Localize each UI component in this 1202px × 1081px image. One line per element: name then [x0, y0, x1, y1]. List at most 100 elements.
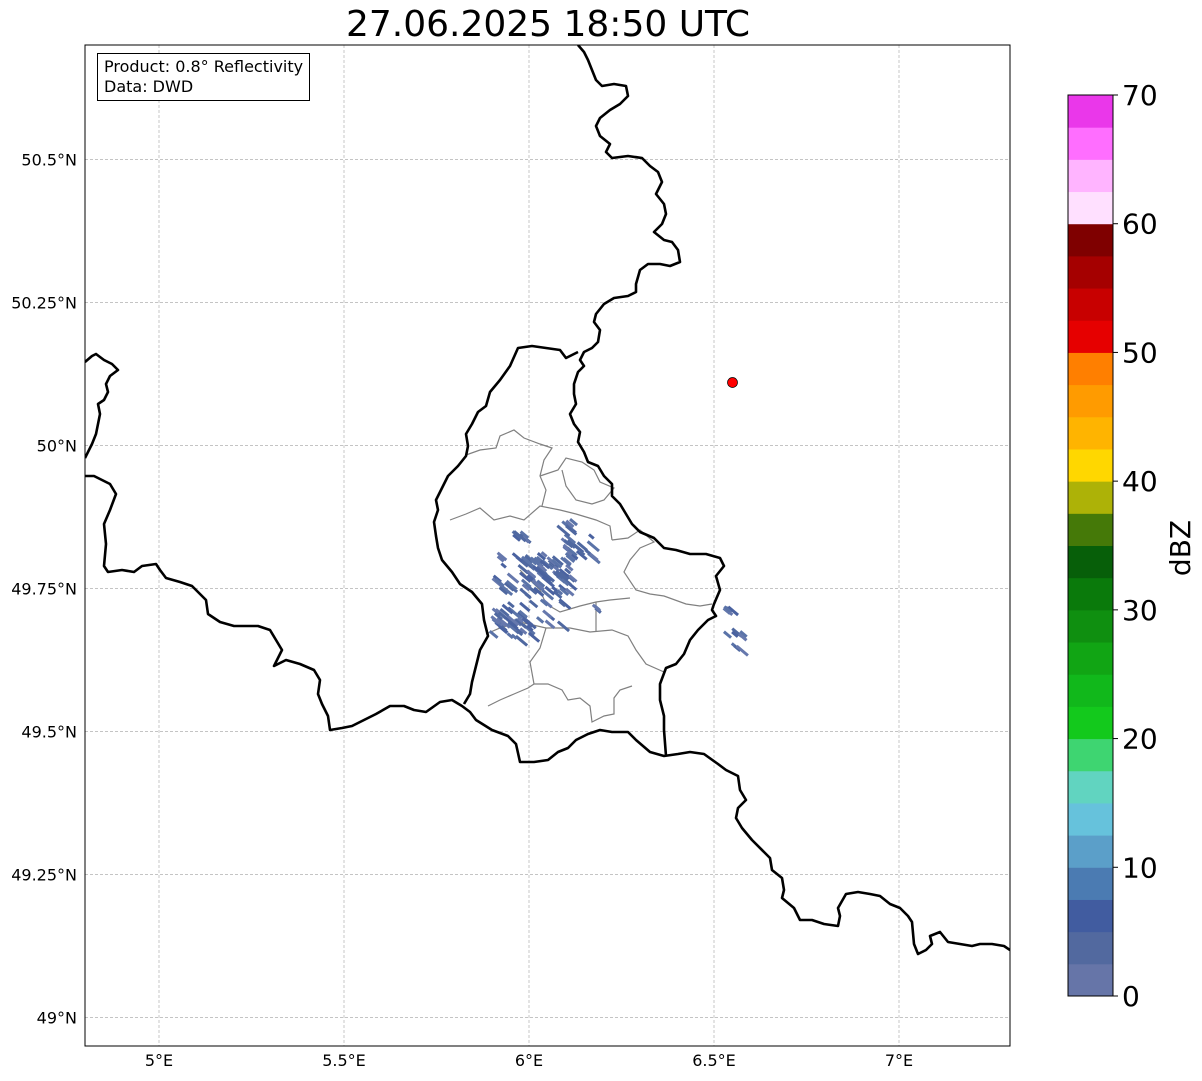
echo-pixel: [737, 632, 748, 642]
echo-pixel: [526, 574, 534, 582]
echo-pixel: [556, 589, 564, 596]
colorbar-segment: [1068, 577, 1113, 611]
echo-pixel: [498, 586, 509, 596]
echo-pixel: [556, 620, 571, 633]
echo-pixel: [501, 603, 514, 615]
colorbar-segment: [1068, 674, 1113, 707]
echo-pixel: [496, 551, 508, 562]
lat-tick-label: 49.25°N: [11, 865, 77, 884]
echo-pixel: [519, 530, 530, 540]
echo-pixel: [517, 616, 524, 624]
echo-pixel: [499, 618, 511, 629]
lat-tick-label: 49.75°N: [11, 579, 77, 598]
echo-pixel: [535, 565, 543, 572]
echo-pixel: [558, 568, 570, 578]
radar-echoes: [488, 518, 749, 657]
echo-pixel: [558, 600, 567, 608]
echo-pixel: [539, 598, 549, 607]
echo-pixel: [575, 549, 588, 561]
echo-pixel: [588, 533, 595, 540]
echo-pixel: [564, 567, 572, 575]
longitude-labels: 5°E 5.5°E 6°E 6.5°E 7°E: [145, 1051, 913, 1070]
colorbar-segment: [1068, 513, 1113, 546]
colorbar-tick-label: 70: [1122, 79, 1158, 112]
lat-tick-label: 50.25°N: [11, 293, 77, 312]
echo-pixel: [496, 555, 505, 563]
echo-pixel: [514, 634, 529, 647]
colorbar-label: dBZ: [1164, 520, 1197, 576]
echo-pixel: [512, 533, 521, 542]
colorbar-segment: [1068, 95, 1113, 128]
echo-pixel: [584, 548, 591, 555]
colorbar-segment: [1068, 127, 1113, 160]
echo-pixel: [551, 558, 563, 569]
echo-pixel: [591, 603, 602, 613]
echo-pixel: [526, 569, 537, 579]
echo-pixel: [541, 575, 555, 588]
lon-tick-label: 7°E: [885, 1051, 913, 1070]
colorbar-segment: [1068, 384, 1113, 418]
echo-pixel: [560, 578, 570, 587]
echo-pixel: [527, 631, 541, 643]
echo-pixel: [539, 559, 551, 570]
echo-pixel: [722, 630, 733, 639]
echo-pixel: [544, 619, 556, 630]
lat-tick-label: 49.5°N: [21, 722, 77, 741]
colorbar-tick-label: 0: [1122, 980, 1140, 1013]
lat-tick-label: 50.5°N: [21, 150, 77, 169]
echo-pixel: [540, 551, 548, 558]
map-frame: [84, 44, 1011, 1047]
colorbar-segment: [1068, 288, 1113, 321]
echo-pixel: [528, 599, 539, 609]
echo-pixel: [505, 579, 518, 591]
echo-pixel: [536, 552, 547, 561]
echo-pixel: [542, 609, 553, 619]
product-label: Product: 0.8° Reflectivity: [104, 57, 304, 76]
echo-pixel: [509, 608, 523, 620]
colorbar-segment: [1068, 738, 1113, 772]
echo-pixel: [552, 590, 563, 600]
echo-pixel: [560, 556, 572, 567]
colorbar-segment: [1068, 931, 1113, 965]
echo-pixel: [513, 530, 527, 543]
echo-pixel: [586, 540, 600, 553]
echo-pixel: [565, 587, 575, 597]
echo-pixel: [552, 565, 561, 573]
echo-pixel: [563, 533, 577, 545]
echo-pixel: [531, 579, 545, 591]
colorbar-segment: [1068, 609, 1113, 643]
gridlines: [85, 45, 1010, 1046]
echo-pixel: [521, 617, 534, 628]
echo-pixel: [511, 552, 523, 563]
echo-pixel: [494, 578, 505, 588]
echo-pixel: [526, 624, 534, 632]
echo-pixel: [565, 524, 578, 536]
echo-pixel: [567, 538, 581, 552]
echo-pixel: [536, 579, 546, 588]
radar-site-marker: [727, 377, 738, 388]
colorbar-segment: [1068, 352, 1113, 386]
colorbar-segment: [1068, 223, 1113, 257]
colorbar-tick-label: 10: [1122, 851, 1158, 884]
echo-pixel: [521, 583, 531, 592]
colorbar-segment: [1068, 191, 1113, 225]
echo-pixel: [503, 581, 515, 592]
echo-pixel: [576, 541, 588, 552]
colorbar-segment: [1068, 835, 1113, 868]
echo-pixel: [541, 589, 555, 601]
colorbar-segment: [1068, 255, 1113, 289]
echo-pixel: [498, 625, 509, 635]
colorbar-segments: [1068, 95, 1113, 997]
data-source-label: Data: DWD: [104, 77, 194, 96]
echo-pixel: [507, 601, 515, 609]
echo-pixel: [488, 630, 499, 639]
colorbar-segment: [1068, 159, 1113, 193]
echo-pixel: [532, 565, 546, 578]
echo-pixel: [723, 605, 732, 613]
lon-tick-label: 5°E: [145, 1051, 173, 1070]
echo-pixel: [565, 563, 574, 572]
echo-pixel: [507, 620, 519, 631]
echo-pixel: [544, 585, 556, 596]
